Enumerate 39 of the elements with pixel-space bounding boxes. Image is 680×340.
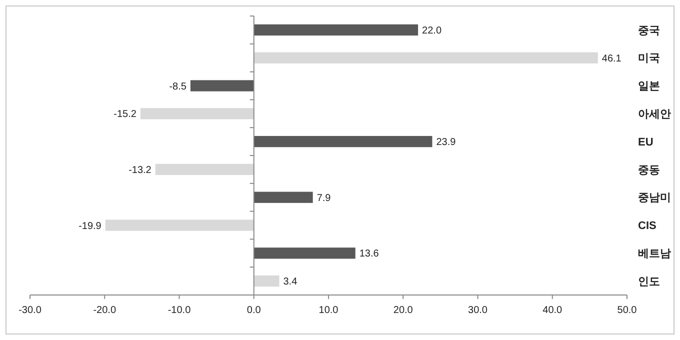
x-tick-label: -20.0	[93, 305, 116, 316]
bar	[190, 80, 254, 92]
bar	[140, 108, 254, 120]
y-tick-label: 일본	[638, 80, 660, 93]
bar	[254, 136, 432, 148]
data-label: -13.2	[128, 164, 152, 176]
x-tick-label: -10.0	[168, 305, 192, 316]
x-tick-label: 40.0	[542, 305, 563, 316]
x-tick-label: 30.0	[468, 305, 488, 316]
y-tick-label: 인도	[638, 276, 660, 288]
y-tick-label: 아세안	[638, 108, 671, 120]
x-tick-label: 0.0	[246, 305, 262, 316]
data-label: -19.9	[78, 220, 102, 232]
y-tick-label: 미국	[638, 52, 660, 65]
x-tick-label: -30.0	[18, 305, 42, 316]
bar	[254, 192, 313, 203]
bar	[254, 248, 356, 259]
data-label: 22.0	[422, 25, 442, 36]
data-label: 13.6	[359, 248, 380, 260]
data-label: 7.9	[316, 192, 332, 204]
data-label: -8.5	[169, 81, 187, 92]
y-tick-label: EU	[638, 136, 654, 148]
data-label: 23.9	[436, 137, 456, 148]
bar	[254, 24, 418, 36]
data-label: 3.4	[283, 276, 298, 288]
bar	[254, 275, 280, 287]
y-tick-label: 베트남	[638, 248, 671, 260]
bar	[105, 220, 254, 231]
x-tick-label: 50.0	[617, 305, 638, 316]
bar	[254, 52, 598, 64]
y-tick-label: 중국	[638, 24, 660, 37]
y-tick-label: 중동	[638, 164, 660, 176]
x-tick-label: 10.0	[318, 305, 339, 316]
y-tick-label: CIS	[638, 220, 656, 232]
bar	[155, 164, 254, 176]
y-tick-label: 중남미	[638, 192, 671, 204]
x-tick-label: 20.0	[393, 305, 414, 316]
data-label: 46.1	[602, 53, 622, 64]
data-label: -15.2	[114, 109, 137, 120]
